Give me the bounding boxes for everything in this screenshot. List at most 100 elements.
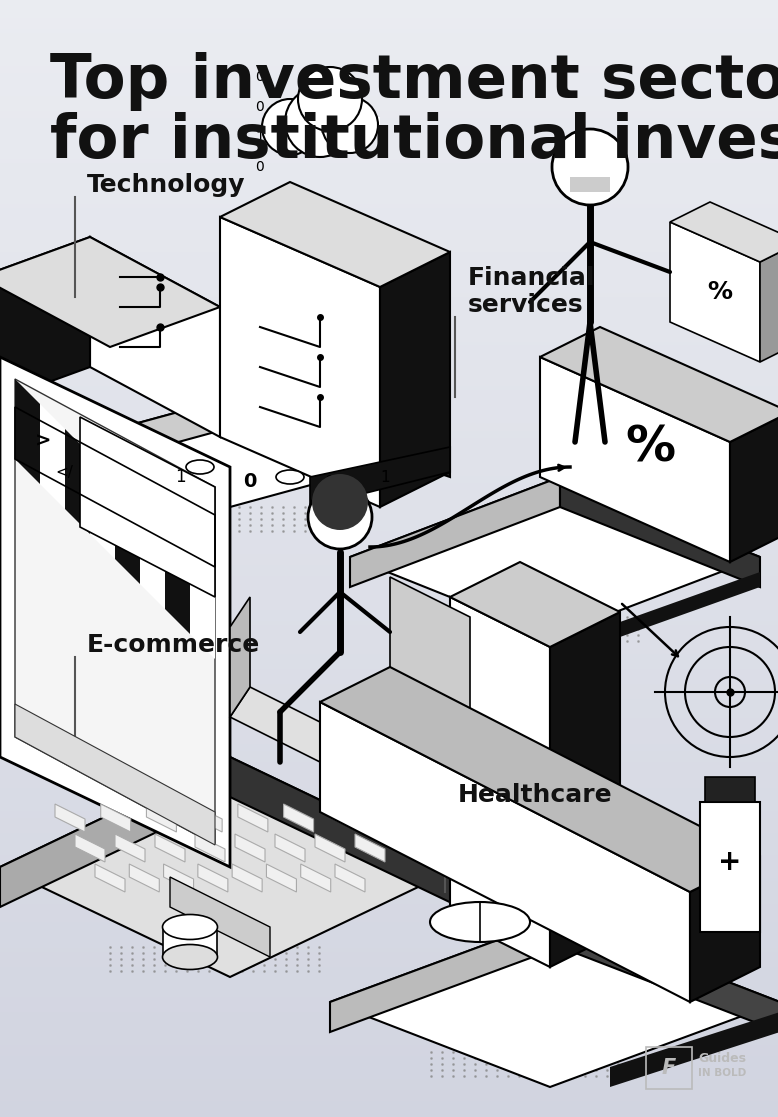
Bar	[0, 830, 778, 834]
Bar	[0, 741, 778, 745]
Bar	[0, 477, 778, 480]
Bar	[0, 919, 778, 924]
Bar	[0, 343, 778, 346]
Polygon shape	[195, 834, 225, 862]
Bar	[0, 361, 778, 365]
Bar	[0, 927, 778, 930]
Bar	[0, 287, 778, 290]
Bar	[0, 566, 778, 570]
Polygon shape	[375, 804, 405, 832]
Bar	[0, 1058, 778, 1061]
Bar	[0, 913, 778, 916]
Bar	[0, 882, 778, 886]
Polygon shape	[190, 554, 215, 659]
Polygon shape	[329, 804, 359, 832]
Bar	[0, 860, 778, 863]
Bar	[0, 756, 778, 760]
Polygon shape	[198, 865, 228, 892]
Bar	[0, 321, 778, 324]
Ellipse shape	[163, 945, 218, 970]
Bar	[0, 774, 778, 779]
Bar	[0, 726, 778, 729]
Bar	[0, 268, 778, 271]
Bar	[0, 472, 778, 477]
Bar	[0, 443, 778, 447]
Bar	[0, 436, 778, 439]
Polygon shape	[330, 917, 560, 1032]
Text: </: </	[55, 465, 73, 480]
Bar	[0, 34, 778, 37]
Bar	[0, 190, 778, 193]
Polygon shape	[690, 857, 760, 1002]
Bar	[0, 577, 778, 581]
Polygon shape	[270, 386, 450, 477]
Bar	[0, 957, 778, 961]
Polygon shape	[140, 504, 165, 609]
Text: %: %	[707, 280, 733, 304]
Bar	[0, 640, 778, 645]
Bar	[0, 45, 778, 48]
Circle shape	[262, 99, 318, 155]
Bar	[0, 986, 778, 991]
Bar	[0, 1031, 778, 1035]
Bar	[0, 581, 778, 584]
Bar	[0, 890, 778, 894]
Polygon shape	[705, 777, 755, 802]
Bar	[0, 1042, 778, 1047]
Bar	[0, 413, 778, 417]
Bar	[0, 544, 778, 547]
Bar	[0, 484, 778, 488]
Ellipse shape	[163, 915, 218, 939]
Bar	[0, 0, 778, 3]
Polygon shape	[540, 327, 778, 442]
Bar	[0, 82, 778, 86]
Polygon shape	[170, 877, 270, 957]
Bar	[0, 134, 778, 137]
Bar	[0, 648, 778, 651]
Bar	[0, 383, 778, 388]
Circle shape	[322, 97, 378, 153]
Bar	[0, 327, 778, 332]
Bar	[0, 97, 778, 101]
Bar	[0, 637, 778, 640]
Bar	[0, 201, 778, 204]
Bar	[0, 930, 778, 935]
Bar	[0, 771, 778, 774]
Bar	[0, 823, 778, 827]
Bar	[0, 662, 778, 667]
Bar	[0, 338, 778, 343]
Text: 0: 0	[256, 160, 265, 174]
Bar	[0, 849, 778, 852]
Bar	[0, 949, 778, 953]
Bar	[0, 104, 778, 108]
Bar	[0, 212, 778, 216]
Bar	[0, 499, 778, 503]
Bar	[0, 369, 778, 372]
Polygon shape	[265, 117, 380, 127]
Bar	[0, 1091, 778, 1095]
Bar	[0, 305, 778, 309]
Bar	[0, 712, 778, 715]
Bar	[0, 1102, 778, 1106]
Bar	[0, 290, 778, 294]
Polygon shape	[0, 237, 220, 347]
Bar	[0, 101, 778, 104]
Polygon shape	[283, 804, 314, 832]
Polygon shape	[40, 404, 65, 509]
Bar	[0, 126, 778, 131]
Bar	[0, 168, 778, 171]
Bar	[0, 450, 778, 455]
Bar	[0, 380, 778, 383]
Bar	[0, 137, 778, 142]
Circle shape	[312, 474, 368, 529]
Ellipse shape	[430, 903, 530, 942]
Bar	[0, 991, 778, 994]
Polygon shape	[230, 596, 250, 717]
Bar	[0, 153, 778, 156]
Polygon shape	[100, 804, 131, 832]
Bar	[0, 388, 778, 391]
Bar	[0, 812, 778, 815]
Circle shape	[298, 67, 362, 131]
Text: IN BOLD: IN BOLD	[698, 1068, 746, 1078]
Polygon shape	[620, 572, 760, 637]
